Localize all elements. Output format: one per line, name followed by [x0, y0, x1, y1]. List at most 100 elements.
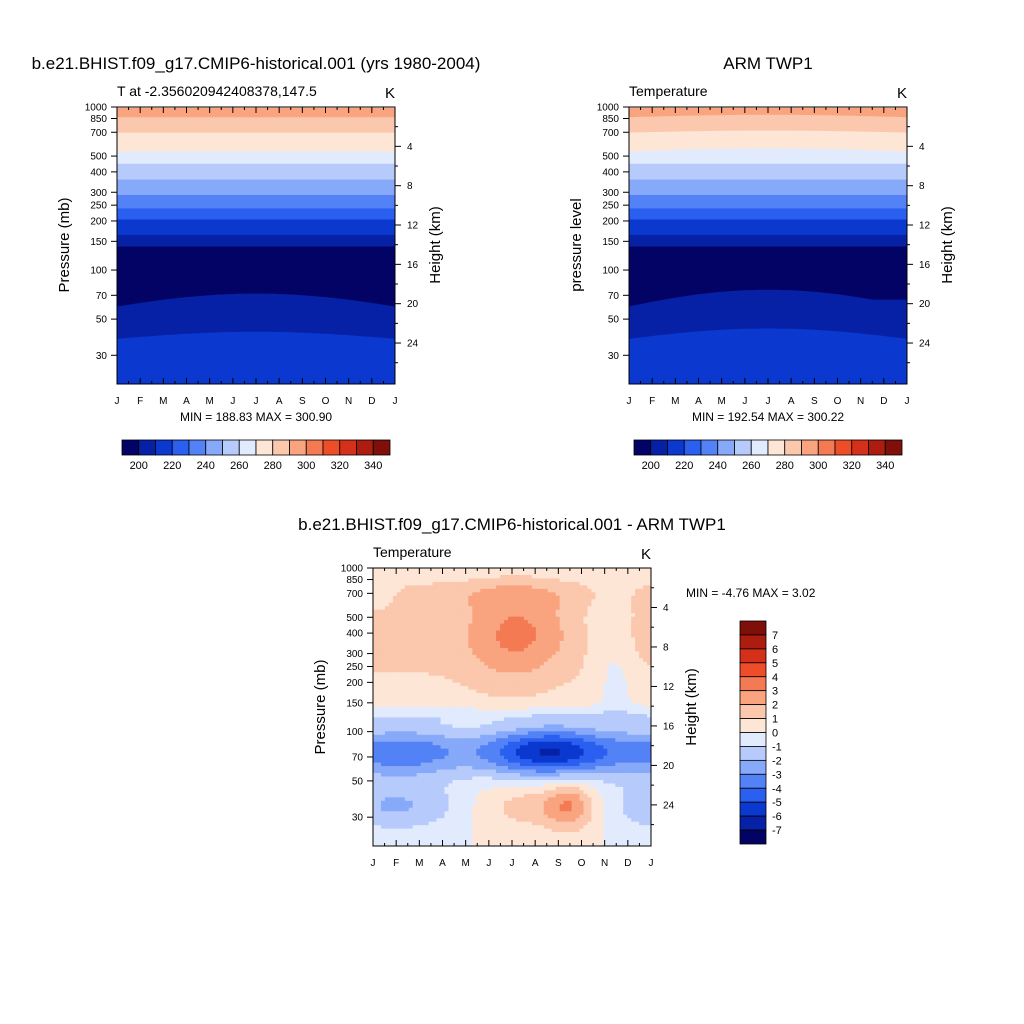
contour-cell — [432, 661, 438, 666]
contour-cell — [619, 675, 624, 680]
contour-cell — [480, 668, 485, 673]
contour-cell — [380, 727, 386, 732]
contour-cell — [480, 731, 485, 736]
contour-cell — [523, 766, 529, 771]
contour-cell — [587, 581, 593, 586]
contour-cell — [376, 766, 382, 771]
contour-cell — [531, 724, 537, 729]
contour-cell — [555, 599, 561, 604]
contour-cell — [559, 675, 565, 680]
contour-cell — [591, 585, 596, 590]
contour-cell — [647, 588, 651, 593]
colorbar-box — [784, 439, 802, 456]
contour-cell — [607, 623, 612, 628]
contour-cell — [643, 616, 648, 621]
contour-cell — [627, 700, 632, 705]
contour-cell — [444, 568, 450, 573]
contour-cell — [611, 595, 616, 600]
contour-cell — [496, 710, 501, 715]
contour-cell — [444, 703, 450, 708]
contour-cell — [508, 661, 513, 666]
colorbar-label: 240 — [197, 460, 215, 472]
contour-cell — [555, 620, 561, 625]
contour-cell — [519, 665, 525, 670]
contour-cell — [555, 630, 561, 635]
contour-cell — [647, 568, 651, 573]
contour-cell — [551, 672, 557, 677]
contour-cell — [587, 710, 593, 715]
contour-cell — [615, 783, 620, 788]
contour-cell — [472, 627, 477, 632]
contour-cell — [583, 762, 589, 767]
contour-cell — [627, 786, 632, 791]
contour-cell — [456, 672, 461, 677]
contour-cell — [400, 779, 406, 785]
contour-cell — [400, 790, 406, 795]
contour-cell — [539, 637, 545, 642]
contour-cell — [607, 786, 612, 791]
contour-cell — [504, 779, 509, 785]
contour-cell — [444, 686, 450, 691]
contour-cell — [420, 793, 426, 798]
contour-cell — [639, 707, 644, 712]
contour-cell — [448, 700, 454, 705]
contour-cell — [515, 595, 521, 600]
contour-cell — [519, 783, 525, 788]
contour-cell — [647, 644, 651, 649]
contour-cell — [380, 741, 386, 746]
contour-cell — [376, 654, 382, 659]
contour-cell — [512, 779, 517, 785]
contour-cell — [579, 578, 585, 583]
contour-cell — [627, 613, 632, 618]
contour-cell — [587, 689, 593, 694]
contour-cell — [523, 599, 529, 604]
x-tick-label: F — [137, 396, 143, 407]
contour-cell — [611, 793, 616, 798]
contour-cell — [416, 696, 422, 701]
contour-cell — [416, 755, 422, 760]
contour-cell — [595, 710, 600, 715]
contour-cell — [420, 713, 426, 719]
contour-cell — [500, 783, 505, 788]
contour-cell — [587, 588, 593, 593]
contour-cell — [599, 710, 604, 715]
contour-cell — [591, 700, 596, 705]
contour-cell — [396, 668, 402, 673]
contour-cell — [456, 571, 461, 576]
contour-cell — [380, 571, 386, 576]
contour-cell — [464, 790, 469, 795]
contour-cell — [623, 738, 628, 743]
contour-cell — [647, 637, 651, 642]
contour-cell — [519, 658, 525, 663]
x-tick-label: D — [880, 396, 887, 407]
contour-cell — [591, 581, 596, 586]
contour-cell — [440, 675, 446, 680]
contour-band — [117, 218, 395, 235]
contour-cell — [635, 675, 640, 680]
contour-cell — [639, 665, 644, 670]
contour-cell — [559, 651, 565, 656]
contour-cell — [440, 647, 446, 652]
contour-cell — [420, 703, 426, 708]
contour-cell — [464, 640, 469, 646]
contour-cell — [380, 627, 386, 632]
contour-cell — [555, 609, 561, 614]
contour-cell — [468, 700, 473, 705]
contour-cell — [480, 675, 485, 680]
contour-cell — [591, 574, 596, 580]
contour-cell — [388, 693, 394, 698]
contour-cell — [639, 658, 644, 663]
contour-cell — [587, 707, 593, 712]
contour-cell — [619, 689, 624, 694]
contour-cell — [496, 634, 501, 639]
contour-cell — [631, 769, 636, 774]
contour-cell — [639, 786, 644, 791]
contour-cell — [388, 668, 394, 673]
contour-cell — [412, 752, 418, 757]
contour-cell — [543, 686, 549, 691]
contour-cell — [591, 647, 596, 652]
contour-cell — [508, 689, 513, 694]
contour-cell — [551, 776, 557, 781]
contour-cell — [460, 793, 465, 798]
contour-cell — [436, 634, 442, 639]
